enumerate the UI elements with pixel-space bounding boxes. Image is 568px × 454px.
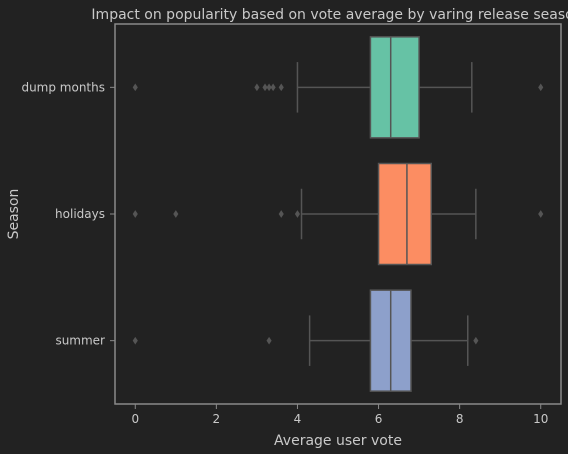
outlier-point [132, 83, 138, 92]
y-axis-ticks: dump months holidays summer [21, 80, 115, 348]
outlier-point [294, 210, 301, 218]
x-tick-label: 0 [131, 412, 139, 426]
chart-title: Impact on popularity based on vote avera… [91, 7, 568, 23]
x-tick-label: 8 [456, 412, 464, 426]
outlier-point [538, 210, 544, 218]
x-tick-label: 2 [213, 412, 221, 426]
outlier-point [173, 210, 179, 218]
iqr-box [369, 36, 420, 139]
outlier-point [473, 336, 479, 345]
x-axis-ticks: 0 2 4 6 8 10 [131, 404, 548, 426]
box-summer [132, 289, 479, 392]
outlier-point [278, 83, 284, 92]
x-tick-label: 6 [375, 412, 383, 426]
outlier-point [132, 336, 138, 345]
outlier-point [270, 83, 276, 92]
box-dump-months [132, 36, 544, 139]
outlier-point [262, 83, 268, 92]
outlier-point [132, 210, 138, 218]
box-holidays [132, 162, 544, 266]
x-tick-label: 10 [533, 412, 548, 426]
y-axis-title: Season [6, 189, 22, 240]
iqr-box [377, 162, 433, 266]
outlier-point [278, 210, 284, 218]
outlier-point [538, 83, 544, 92]
outlier-point [266, 83, 272, 92]
y-tick-label: summer [55, 334, 105, 348]
y-tick-label: holidays [55, 207, 105, 221]
outlier-point [254, 83, 260, 92]
x-tick-label: 4 [294, 412, 302, 426]
y-tick-label: dump months [21, 80, 105, 94]
x-axis-title: Average user vote [274, 433, 402, 449]
box-group [132, 36, 544, 392]
outlier-point [266, 336, 272, 345]
